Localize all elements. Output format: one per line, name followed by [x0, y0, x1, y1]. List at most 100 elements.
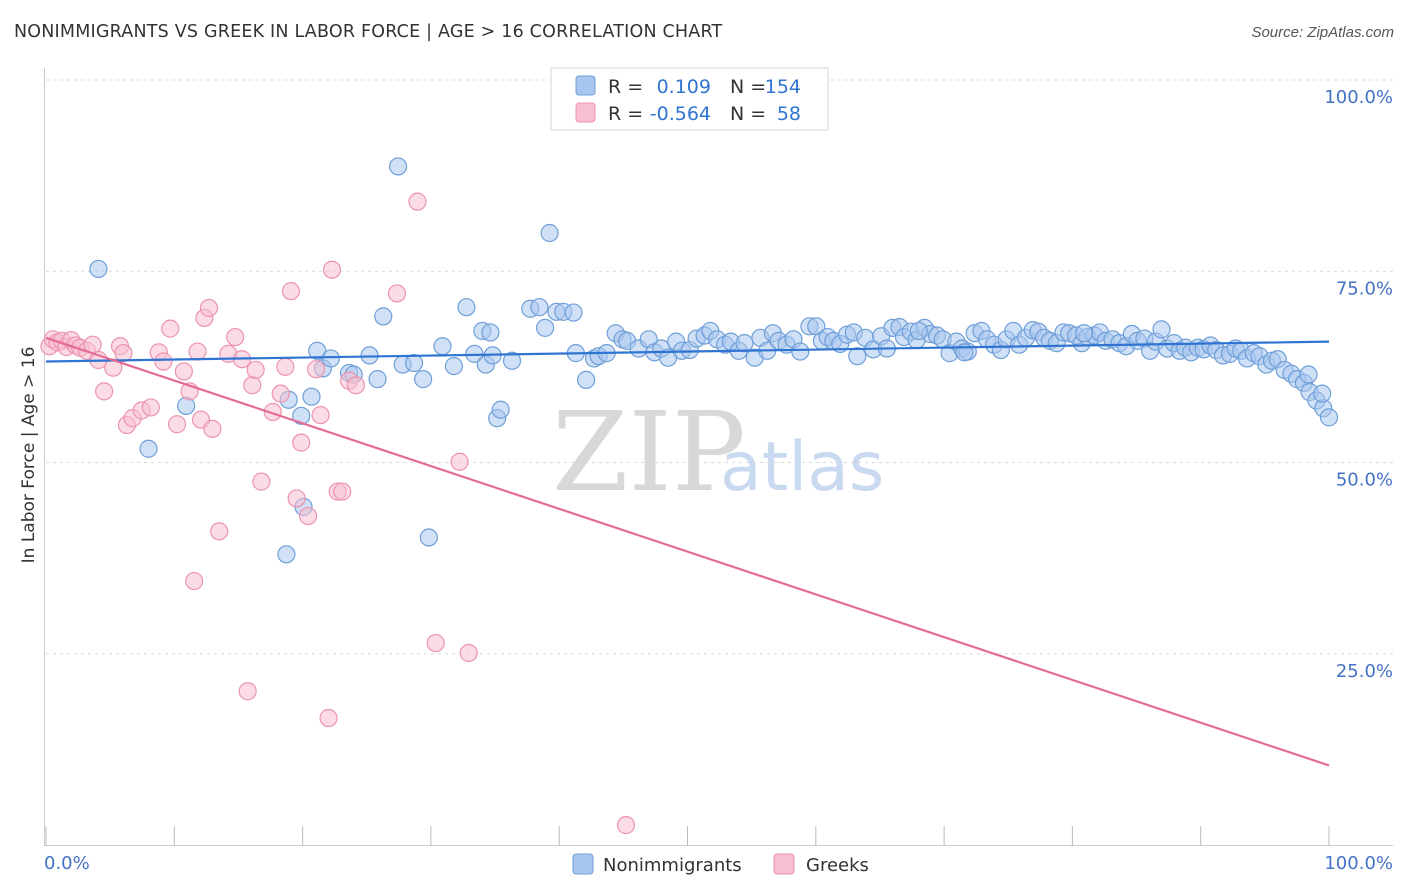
nonimmigrants-point	[791, 342, 810, 361]
greeks-point	[311, 405, 330, 425]
nonimmigrants-point	[1152, 320, 1171, 339]
nonimmigrants-point	[491, 400, 510, 419]
chart-title: NONIMMIGRANTS VS GREEK IN LABOR FORCE | …	[14, 22, 723, 42]
greeks-point	[322, 260, 342, 279]
stats-legend-box	[550, 67, 829, 131]
greeks-point	[287, 489, 306, 508]
legend-r-value-1: 0.109	[657, 76, 711, 98]
greeks-point	[238, 682, 257, 701]
greeks-point	[298, 506, 318, 526]
nonimmigrants-point	[457, 298, 476, 317]
legend-swatch-nonimmigrants	[575, 75, 596, 96]
greeks-point	[199, 298, 219, 318]
greeks-point	[185, 571, 204, 591]
nonimmigrants-point	[540, 223, 559, 243]
nonimmigrants-point	[308, 341, 327, 360]
nonimmigrants-point	[848, 347, 867, 366]
greeks-point	[210, 522, 229, 541]
source-credit: Source: ZipAtlas.com	[1251, 24, 1394, 41]
nonimmigrants-trend-line	[45, 340, 1330, 363]
greeks-point	[174, 362, 193, 381]
greeks-trend-line	[45, 336, 1330, 767]
greeks-point	[203, 419, 222, 438]
greeks-point	[243, 376, 262, 395]
greeks-point	[226, 327, 245, 347]
greeks-point	[271, 384, 290, 403]
greeks-point	[281, 282, 301, 301]
nonimmigrants-point	[277, 545, 296, 564]
nonimmigrants-point	[502, 351, 522, 370]
greeks-point	[276, 357, 295, 376]
legend-n-value-2: 58	[777, 103, 801, 125]
nonimmigrants-point	[530, 298, 549, 317]
greeks-point	[306, 360, 326, 379]
greeks-point	[408, 192, 427, 211]
nonimmigrants-point	[368, 370, 387, 389]
nonimmigrants-point	[1319, 408, 1339, 427]
nonimmigrants-point	[433, 337, 452, 356]
stats-legend: R = 0.109 N = 154 R = -0.564 N = 58	[550, 67, 829, 131]
axes	[44, 68, 1393, 846]
greeks-point	[426, 633, 445, 653]
y-tick-labels: 100.0% 75.0% 50.0% 25.0%	[1324, 87, 1393, 682]
nonimmigrants-point	[576, 370, 596, 389]
legend-n-value-1: 154	[765, 76, 801, 98]
nonimmigrants-point	[564, 303, 583, 322]
legend-r-label-2: R =	[608, 103, 643, 125]
greeks-point	[263, 402, 282, 422]
x-tick-label-max: 100.0%	[1324, 853, 1393, 874]
nonimmigrants-point	[404, 353, 424, 373]
y-tick-label: 75.0%	[1336, 278, 1393, 299]
bottom-legend: Nonimmigrants Greeks	[572, 853, 869, 876]
nonimmigrants-point	[481, 323, 500, 342]
greeks-point	[252, 472, 271, 491]
nonimmigrants-point	[321, 349, 340, 368]
nonimmigrants-point	[419, 528, 438, 547]
greeks-point	[459, 643, 478, 663]
nonimmigrants-point	[535, 318, 555, 337]
watermark-atlas: atlas	[720, 428, 884, 507]
nonimmigrants-point	[388, 157, 408, 176]
greeks-point	[188, 342, 207, 361]
x-tick-label-min: 0.0%	[44, 853, 90, 874]
y-tick-label: 50.0%	[1336, 470, 1393, 491]
bottom-legend-swatch-nonimmigrants	[572, 853, 594, 875]
nonimmigrants-point	[414, 370, 433, 389]
legend-r-label-1: R =	[608, 76, 643, 98]
legend-r-value-2: -0.564	[650, 103, 711, 125]
nonimmigrants-point	[374, 307, 393, 326]
bottom-legend-label-greeks: Greeks	[806, 855, 869, 876]
greeks-point	[346, 376, 366, 395]
nonimmigrants-point	[302, 387, 321, 406]
greeks-point	[333, 482, 352, 501]
y-axis-label: In Labor Force | Age > 16	[19, 347, 39, 564]
greeks-point	[616, 816, 636, 835]
greeks-point	[95, 382, 114, 401]
trend-lines	[45, 336, 1330, 767]
nonimmigrants-point	[89, 259, 108, 279]
bottom-legend-label-nonimmigrants: Nonimmigrants	[603, 855, 742, 876]
greeks-point	[450, 452, 469, 471]
greeks-point	[319, 708, 338, 728]
nonimmigrants-point	[1074, 324, 1094, 343]
greeks-point	[161, 319, 180, 338]
greeks-point	[387, 284, 407, 303]
greeks-points	[40, 192, 636, 835]
nonimmigrants-point	[735, 334, 754, 353]
greeks-point	[246, 360, 265, 380]
watermark-zip: ZIP	[552, 388, 746, 516]
greeks-point	[154, 352, 173, 371]
y-tick-label: 25.0%	[1336, 661, 1393, 682]
nonimmigrants-point	[139, 439, 158, 458]
bottom-legend-swatch-greeks	[773, 853, 795, 875]
nonimmigrants-point	[1313, 384, 1332, 403]
y-tick-label: 100.0%	[1324, 87, 1393, 108]
nonimmigrants-point	[1299, 365, 1318, 384]
legend-n-label-2: N =	[730, 103, 766, 125]
legend-n-label-1: N =	[730, 76, 766, 98]
greeks-point	[292, 433, 311, 452]
legend-swatch-greeks	[575, 102, 596, 123]
nonimmigrants-point	[909, 321, 928, 341]
nonimmigrants-point	[292, 406, 311, 425]
